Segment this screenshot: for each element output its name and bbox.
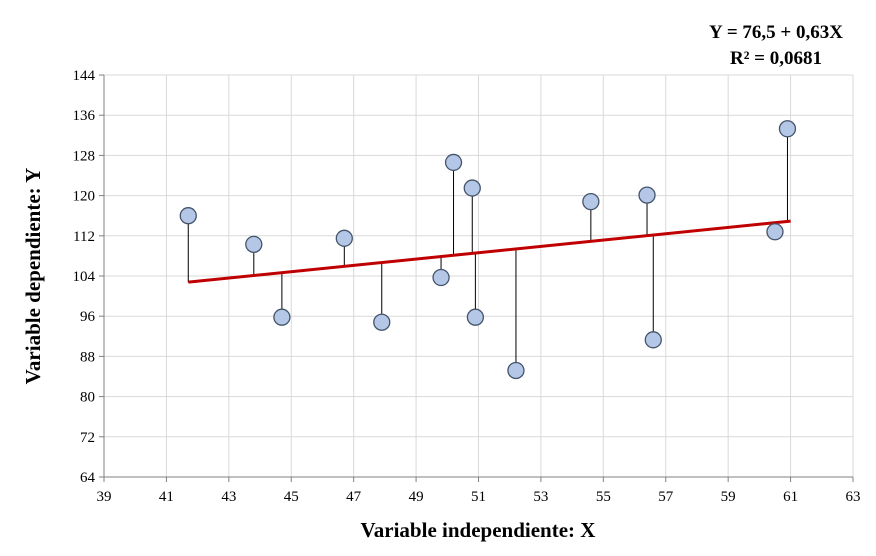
regression-line-group — [188, 219, 791, 284]
x-tick-label: 41 — [159, 489, 174, 505]
y-tick-label: 64 — [80, 470, 96, 486]
x-tick-label: 61 — [783, 489, 798, 505]
y-tick-label: 80 — [80, 390, 95, 406]
data-point — [373, 313, 391, 331]
r-squared-label: R² = 0,0681 — [730, 48, 822, 69]
x-tick-label: 63 — [846, 489, 861, 505]
data-point — [466, 308, 485, 326]
y-tick-label: 120 — [73, 189, 96, 205]
x-axis-title: Variable independiente: X — [361, 518, 596, 542]
y-tick-label: 128 — [73, 148, 96, 164]
x-tick-label: 57 — [658, 489, 674, 505]
x-tick-label: 43 — [221, 489, 236, 505]
data-point — [582, 192, 600, 211]
y-tick-label: 72 — [80, 430, 95, 446]
y-tick-label: 112 — [73, 229, 95, 245]
x-tick-label: 53 — [533, 489, 548, 505]
data-point — [766, 223, 784, 241]
data-points — [179, 120, 797, 380]
data-point — [179, 207, 197, 225]
x-tick-label: 39 — [97, 489, 112, 505]
y-tick-label: 104 — [73, 269, 96, 285]
regression-line — [188, 219, 791, 284]
x-tick-label: 55 — [596, 489, 611, 505]
data-point — [245, 235, 263, 253]
x-tick-label: 59 — [721, 489, 736, 505]
x-tick-label: 49 — [409, 489, 424, 505]
data-point — [507, 361, 525, 380]
residual-lines — [187, 128, 788, 371]
y-tick-label: 144 — [73, 68, 96, 84]
data-point — [335, 229, 353, 247]
data-point — [463, 179, 481, 197]
x-tick-label: 45 — [284, 489, 299, 505]
x-tick-label: 47 — [346, 489, 362, 505]
y-tick-label: 96 — [80, 309, 96, 325]
regression-equation: Y = 76,5 + 0,63X — [709, 22, 843, 43]
gridlines — [99, 74, 854, 482]
y-tick-label: 88 — [80, 349, 95, 365]
y-axis-title: Variable dependiente: Y — [21, 168, 45, 385]
y-tick-label: 136 — [73, 108, 96, 124]
data-point — [432, 268, 450, 287]
x-tick-labels: 39 41 43 45 47 49 51 53 55 57 59 61 63 — [97, 489, 861, 505]
data-point — [644, 331, 662, 349]
data-point — [273, 308, 291, 326]
y-tick-labels: 64 72 80 88 96 104 112 120 128 136 144 — [73, 68, 96, 486]
data-point — [778, 120, 797, 138]
x-tick-label: 51 — [471, 489, 486, 505]
data-point — [444, 153, 463, 172]
data-point — [638, 186, 656, 204]
